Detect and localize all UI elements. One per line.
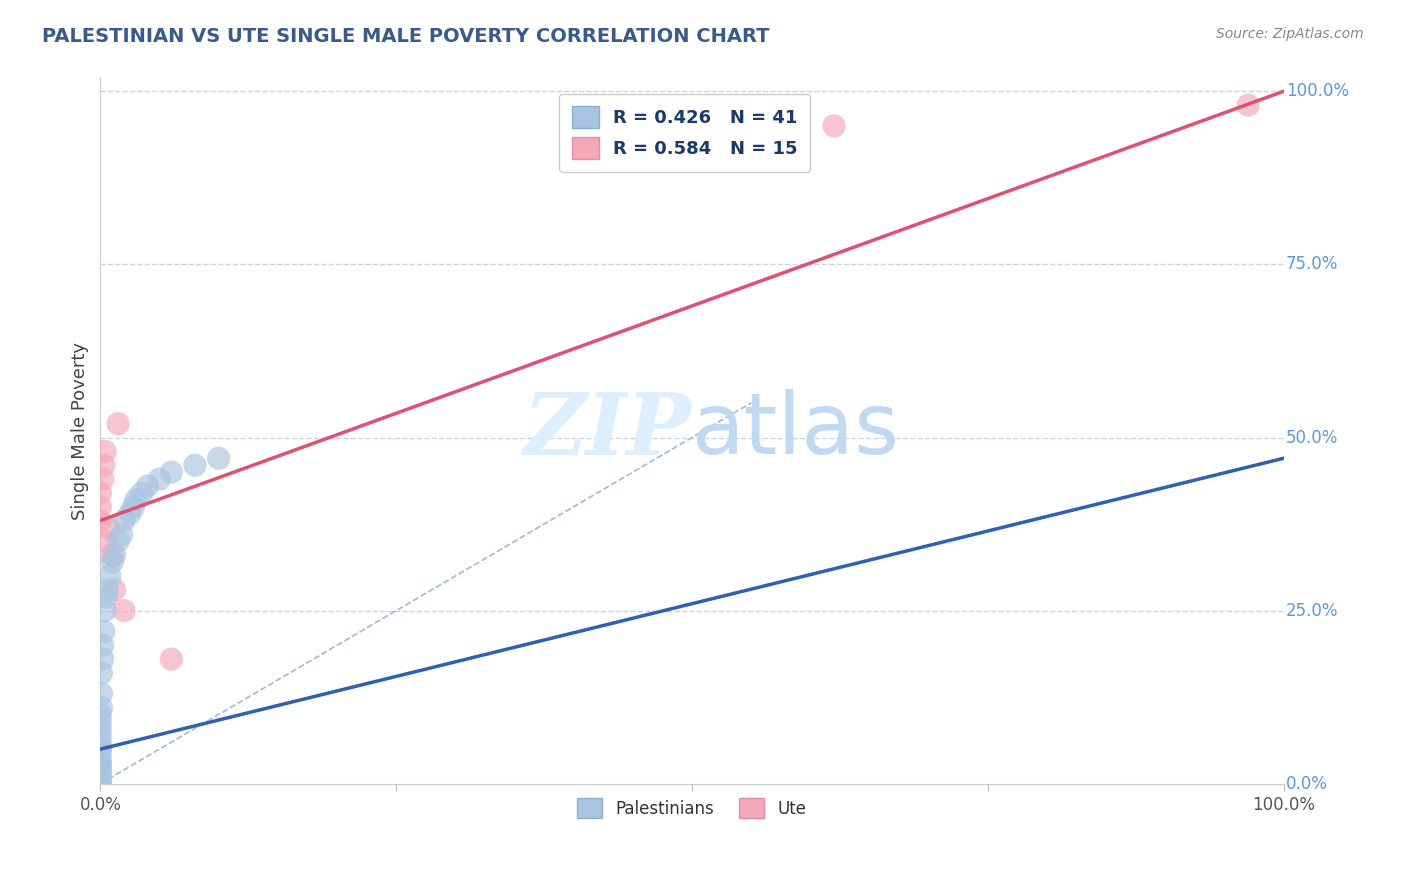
- Point: [118, 507, 141, 521]
- Point: [93, 458, 115, 473]
- Point: [90, 665, 112, 680]
- Point: [91, 652, 114, 666]
- Point: [93, 624, 115, 639]
- Text: 100.0%: 100.0%: [1286, 82, 1348, 100]
- Text: atlas: atlas: [692, 389, 900, 472]
- Point: [89, 777, 111, 791]
- Point: [89, 756, 111, 770]
- Point: [98, 569, 121, 583]
- Point: [89, 735, 111, 749]
- Point: [89, 742, 111, 756]
- Point: [112, 514, 135, 528]
- Point: [89, 770, 111, 784]
- Point: [101, 548, 124, 562]
- Point: [89, 749, 111, 764]
- Point: [96, 582, 118, 597]
- Point: [89, 486, 111, 500]
- Point: [103, 582, 125, 597]
- Point: [89, 728, 111, 742]
- Point: [89, 707, 111, 722]
- Point: [823, 119, 845, 133]
- Point: [125, 492, 148, 507]
- Point: [94, 604, 117, 618]
- Point: [89, 770, 111, 784]
- Text: 0.0%: 0.0%: [1286, 775, 1327, 793]
- Point: [90, 687, 112, 701]
- Point: [160, 465, 183, 479]
- Point: [89, 714, 111, 729]
- Y-axis label: Single Male Poverty: Single Male Poverty: [72, 342, 89, 519]
- Point: [97, 520, 120, 534]
- Point: [89, 500, 111, 514]
- Point: [96, 534, 118, 549]
- Point: [107, 534, 129, 549]
- Text: Source: ZipAtlas.com: Source: ZipAtlas.com: [1216, 27, 1364, 41]
- Point: [103, 548, 125, 562]
- Point: [89, 742, 111, 756]
- Text: ZIP: ZIP: [524, 389, 692, 473]
- Text: 75.0%: 75.0%: [1286, 255, 1339, 274]
- Point: [136, 479, 159, 493]
- Point: [111, 527, 134, 541]
- Point: [1237, 98, 1260, 112]
- Text: 25.0%: 25.0%: [1286, 601, 1339, 620]
- Point: [89, 763, 111, 777]
- Text: 50.0%: 50.0%: [1286, 428, 1339, 447]
- Point: [184, 458, 207, 473]
- Point: [131, 486, 153, 500]
- Point: [160, 652, 183, 666]
- Point: [96, 590, 118, 604]
- Point: [148, 472, 170, 486]
- Point: [89, 777, 111, 791]
- Point: [91, 638, 114, 652]
- Point: [89, 756, 111, 770]
- Text: PALESTINIAN VS UTE SINGLE MALE POVERTY CORRELATION CHART: PALESTINIAN VS UTE SINGLE MALE POVERTY C…: [42, 27, 769, 45]
- Point: [89, 777, 111, 791]
- Point: [208, 451, 231, 466]
- Point: [94, 444, 117, 458]
- Point: [107, 417, 129, 431]
- Point: [91, 472, 114, 486]
- Point: [90, 700, 112, 714]
- Point: [112, 604, 135, 618]
- Point: [89, 722, 111, 736]
- Point: [122, 500, 145, 514]
- Point: [101, 555, 124, 569]
- Point: [89, 514, 111, 528]
- Legend: Palestinians, Ute: Palestinians, Ute: [571, 791, 813, 825]
- Point: [89, 763, 111, 777]
